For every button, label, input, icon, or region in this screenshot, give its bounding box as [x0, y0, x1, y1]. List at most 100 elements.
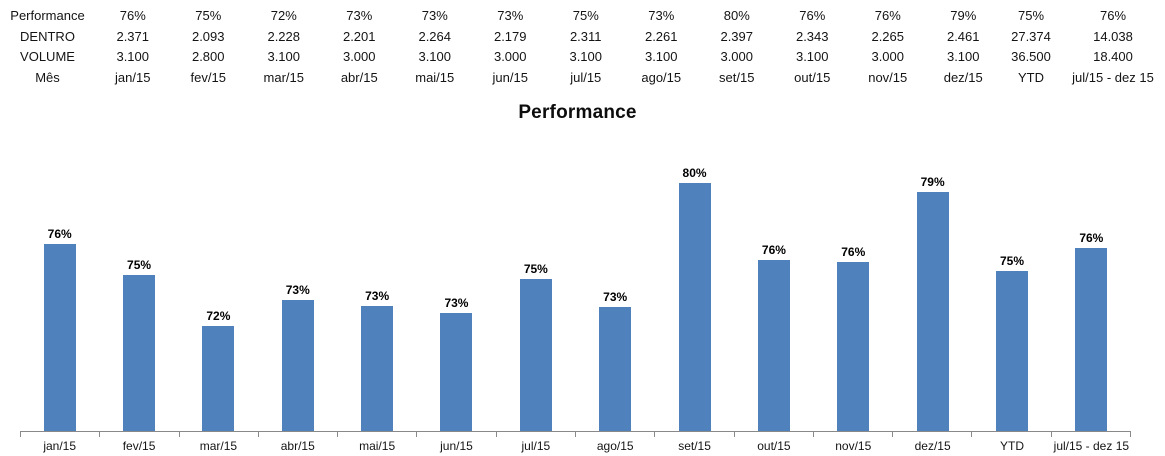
table-row-label: Mês	[35, 69, 60, 85]
table-cell: 3.100	[946, 49, 980, 64]
axis-tick	[574, 432, 654, 437]
x-axis-label: fev/15	[122, 439, 156, 453]
bar	[281, 300, 314, 431]
axis-tick	[20, 432, 99, 437]
table-cell: ago/15	[641, 69, 682, 85]
table-cell: set/15	[719, 69, 755, 85]
table-cell: 3.100	[418, 49, 452, 64]
x-axis-ticks	[20, 432, 1131, 437]
table-cell: fev/15	[190, 69, 226, 85]
axis-tick	[99, 432, 178, 437]
bar-value-label: 76%	[1079, 231, 1104, 245]
table-cell: 3.000	[342, 49, 376, 64]
bar-group: 76%	[734, 146, 813, 431]
bar-group: 76%	[20, 146, 99, 431]
x-axis-label: dez/15	[914, 439, 951, 453]
axis-tick	[337, 432, 416, 437]
table-row-label: DENTRO	[20, 28, 75, 44]
bar-value-label: 75%	[999, 254, 1024, 268]
bar-value-label: 79%	[920, 175, 945, 189]
table-cell: YTD	[1018, 69, 1044, 85]
bar-value-label: 73%	[285, 283, 310, 297]
table-cell: 3.100	[116, 49, 150, 64]
bar-group: 73%	[258, 146, 337, 431]
bar-value-label: 72%	[206, 309, 231, 323]
x-axis-label: jul/15	[521, 439, 551, 453]
bar-group: 75%	[496, 146, 575, 431]
table-cell: 2.228	[267, 28, 301, 44]
table-cell: 79%	[950, 8, 977, 23]
table-cell: jul/15 - dez 15	[1072, 69, 1154, 85]
table-cell: 72%	[270, 8, 297, 23]
bar	[43, 244, 76, 431]
table-cell: 2.093	[191, 28, 225, 44]
bar-value-label: 76%	[841, 245, 866, 259]
table-cell: jun/15	[492, 69, 528, 85]
bar-group: 73%	[576, 146, 655, 431]
bar	[678, 183, 711, 431]
plot-area: 76% 75% 72% 73% 73% 73% 75% 73% 80% 76% 76% 79% 75% 7…	[20, 146, 1131, 432]
table-cell: 3.100	[267, 49, 301, 64]
table-cell: 76%	[1099, 8, 1127, 23]
axis-tick	[416, 432, 495, 437]
bar-value-label: 75%	[127, 258, 152, 272]
table-cell: 2.461	[946, 28, 980, 44]
table-cell: jul/15	[570, 69, 602, 85]
bar-group: 79%	[893, 146, 972, 431]
axis-tick	[1050, 432, 1131, 437]
axis-tick	[178, 432, 258, 437]
bar-value-label: 76%	[47, 227, 72, 241]
axis-tick	[971, 432, 1050, 437]
table-cell: 2.264	[418, 28, 452, 44]
table-cell: 3.100	[795, 49, 829, 64]
axis-tick	[812, 432, 892, 437]
bar	[599, 307, 632, 431]
table-cell: abr/15	[340, 69, 378, 85]
bar	[1075, 248, 1108, 431]
table-cell: 73%	[346, 8, 373, 23]
bar	[202, 326, 235, 431]
axis-tick	[495, 432, 575, 437]
x-axis-label: mai/15	[359, 439, 396, 453]
table-cell: 2.261	[644, 28, 678, 44]
table-cell: 3.100	[569, 49, 603, 64]
bar	[837, 262, 870, 431]
table-cell: 2.179	[493, 28, 527, 44]
table-cell: 2.343	[795, 28, 829, 44]
x-axis-label: jan/15	[43, 439, 77, 453]
bar-group: 75%	[99, 146, 178, 431]
table-cell: mar/15	[263, 69, 304, 85]
bar-value-label: 75%	[523, 262, 548, 276]
axis-tick	[892, 432, 971, 437]
table-cell: 75%	[572, 8, 599, 23]
table-cell: 3.100	[644, 49, 678, 64]
table-cell: 36.500	[1011, 49, 1051, 64]
axis-tick	[733, 432, 813, 437]
table-row-label: Performance	[10, 8, 85, 23]
bar	[519, 279, 552, 431]
table-cell: 18.400	[1093, 49, 1133, 64]
bar	[995, 271, 1028, 431]
bar-group: 76%	[1052, 146, 1131, 431]
x-axis-label: ago/15	[596, 439, 634, 453]
table-cell: 80%	[723, 8, 750, 23]
table-row-label: VOLUME	[20, 49, 75, 64]
data-table: Performance 76% 75% 72% 73% 73% 73% 75% 73% 80% 76…	[0, 6, 1165, 88]
table-cell: nov/15	[868, 69, 908, 85]
table-cell: 73%	[421, 8, 448, 23]
table-cell: 2.265	[871, 28, 905, 44]
x-axis-label: YTD	[999, 439, 1024, 453]
bar	[440, 313, 473, 431]
table-cell: 2.397	[720, 28, 754, 44]
x-axis-label: jun/15	[440, 439, 473, 453]
table-cell: mai/15	[415, 69, 455, 85]
table-cell: 2.311	[569, 28, 602, 44]
table-cell: 2.201	[342, 28, 376, 44]
bar-group: 76%	[814, 146, 893, 431]
bar	[361, 306, 394, 431]
chart-title: Performance	[518, 102, 637, 123]
table-cell: jan/15	[115, 69, 151, 85]
bar-group: 75%	[972, 146, 1051, 431]
axis-tick	[654, 432, 733, 437]
bar	[757, 260, 790, 431]
